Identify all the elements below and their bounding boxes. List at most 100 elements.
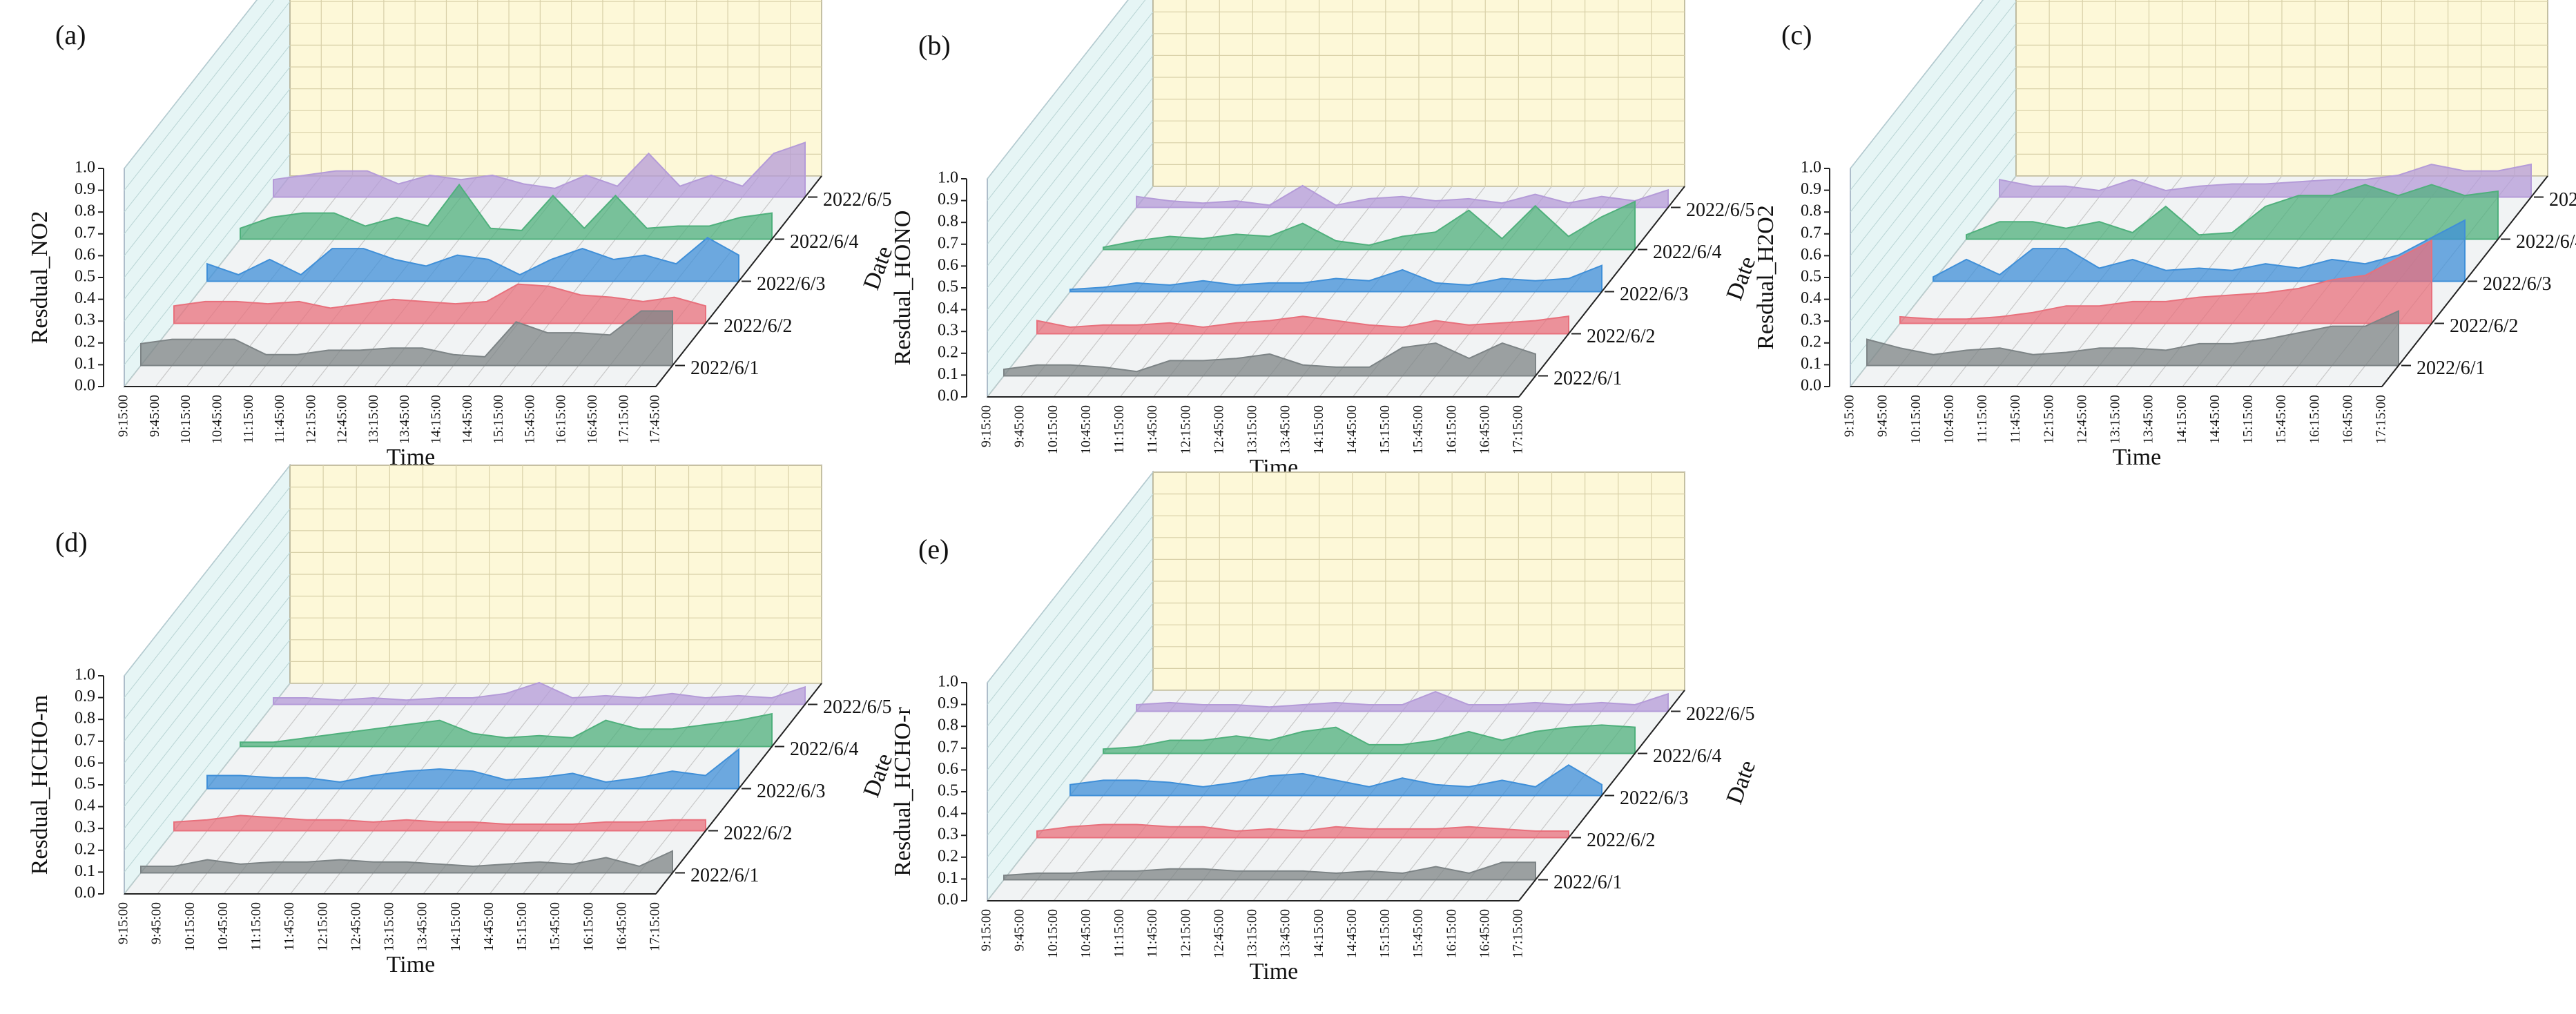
z-tick-label: 0.1 [1801, 355, 1821, 373]
z-tick-label: 0.6 [938, 256, 958, 274]
x-tick-label: 15:15:00 [514, 902, 530, 951]
left-grid-line [1850, 0, 1984, 169]
z-tick-label: 0.2 [938, 343, 958, 361]
x-axis-label: Time [1250, 959, 1299, 984]
series-area [206, 237, 739, 282]
x-tick-label: 17:15:00 [2374, 395, 2389, 444]
z-tick-label: 0.1 [75, 862, 95, 880]
left-grid-line [124, 0, 258, 169]
series-area [1003, 861, 1536, 881]
panel-title: (a) [55, 19, 86, 50]
series-area [1103, 200, 1636, 251]
left-grid-line [124, 574, 291, 786]
x-tick-label: 16:45:00 [1477, 405, 1492, 454]
series-area [1866, 309, 2399, 367]
panel: 9:15:00 9:45:00 10:15:00 10:45:00 11:15:00 11… [27, 0, 898, 470]
z-tick-label: 0.5 [75, 775, 95, 793]
x-tick-label: 12:45:00 [335, 395, 350, 444]
depth-tick-label: 2022/6/1 [690, 865, 759, 886]
left-grid-line [987, 11, 1154, 223]
series-area [1003, 342, 1536, 377]
left-grid-line [987, 646, 1154, 858]
x-tick-label: 10:15:00 [178, 395, 193, 444]
panel-title: (d) [55, 527, 88, 558]
x-tick-label: 9:15:00 [116, 395, 131, 437]
left-grid-line [124, 508, 291, 720]
x-tick-label: 15:45:00 [1411, 909, 1426, 958]
x-tick-label: 11:45:00 [1145, 909, 1160, 957]
left-grid-line [987, 55, 1154, 266]
x-tick-label: 11:45:00 [2008, 395, 2023, 443]
z-tick-label: 0.8 [75, 710, 95, 728]
x-tick-label: 16:15:00 [2307, 395, 2322, 444]
x-tick-label: 11:45:00 [282, 902, 297, 950]
left-grid-line [987, 494, 1154, 705]
z-tick-label: 0.0 [938, 891, 958, 909]
z-tick-label: 0.9 [938, 191, 958, 208]
x-tick-label: 16:15:00 [581, 902, 596, 951]
z-tick-label: 0.9 [938, 694, 958, 712]
series-area [240, 183, 773, 240]
back-wall [289, 0, 822, 177]
left-grid-line [987, 164, 1154, 376]
panel: 9:15:00 9:45:00 10:15:00 10:45:00 11:15:00 11… [27, 463, 898, 977]
x-tick-label: 16:45:00 [2340, 395, 2355, 444]
depth-axis [1518, 690, 1685, 901]
x-tick-label: 14:15:00 [448, 902, 463, 951]
series-area [1136, 184, 1669, 208]
x-tick-label: 14:15:00 [1311, 405, 1326, 454]
x-tick-label: 15:15:00 [2240, 395, 2256, 444]
left-grid-line [1850, 45, 2017, 256]
depth-tick-label: 2022/6/1 [1553, 872, 1623, 893]
x-tick-label: 11:15:00 [1112, 405, 1127, 454]
x-tick-label: 14:15:00 [429, 395, 444, 444]
x-tick-label: 9:45:00 [1012, 405, 1027, 447]
x-tick-label: 15:45:00 [522, 395, 537, 444]
depth-tick-label: 2022/6/2 [724, 823, 793, 844]
left-grid-line [124, 487, 291, 698]
left-grid-line [987, 559, 1154, 770]
x-tick-label: 13:45:00 [1278, 405, 1293, 454]
z-tick-label: 1.0 [1801, 159, 1821, 177]
x-tick-label: 9:45:00 [1875, 395, 1890, 437]
depth-tick-label: 2022/6/4 [790, 231, 859, 253]
left-grid-line [987, 77, 1154, 289]
series-area [1069, 264, 1602, 293]
z-tick-label: 0.7 [75, 731, 95, 749]
x-tick-label: 10:15:00 [1045, 909, 1061, 958]
depth-tick-label: 2022/6/2 [724, 315, 793, 337]
depth-tick-label: 2022/6/5 [823, 696, 892, 718]
x-tick-label: 9:15:00 [979, 909, 994, 951]
x-tick-label: 14:45:00 [460, 395, 475, 444]
panel: 9:15:00 9:45:00 10:15:00 10:45:00 11:15:00 11… [890, 0, 1761, 480]
left-grid-line [987, 668, 1154, 879]
x-tick-label: 10:15:00 [182, 902, 197, 951]
z-tick-label: 0.7 [938, 234, 958, 252]
x-tick-label: 13:45:00 [1278, 909, 1293, 958]
x-tick-label: 16:45:00 [614, 902, 629, 951]
z-tick-label: 0.6 [1801, 246, 1821, 264]
left-grid-line [987, 120, 1154, 332]
z-tick-label: 0.3 [1801, 311, 1821, 329]
x-tick-label: 10:15:00 [1045, 405, 1061, 454]
x-tick-label: 12:15:00 [303, 395, 318, 444]
left-grid-line [124, 530, 291, 742]
x-tick-label: 13:45:00 [415, 902, 430, 951]
depth-axis [655, 175, 822, 387]
depth-tick-label: 2022/6/1 [2417, 358, 2486, 379]
z-tick-label: 0.8 [938, 213, 958, 231]
z-tick-label: 0.7 [938, 738, 958, 756]
panel-title: (c) [1781, 19, 1812, 50]
x-tick-label: 11:45:00 [1145, 405, 1160, 454]
x-tick-label: 15:45:00 [548, 902, 563, 951]
z-tick-label: 0.6 [75, 753, 95, 771]
z-tick-label: 0.9 [1801, 180, 1821, 198]
x-tick-label: 15:45:00 [2274, 395, 2289, 444]
depth-tick-label: 2022/6/2 [1587, 326, 1656, 347]
z-tick-label: 0.0 [938, 387, 958, 405]
series-area [1103, 724, 1636, 754]
z-tick-label: 0.2 [75, 840, 95, 858]
left-grid-line [987, 471, 1154, 683]
series-area [240, 712, 773, 748]
